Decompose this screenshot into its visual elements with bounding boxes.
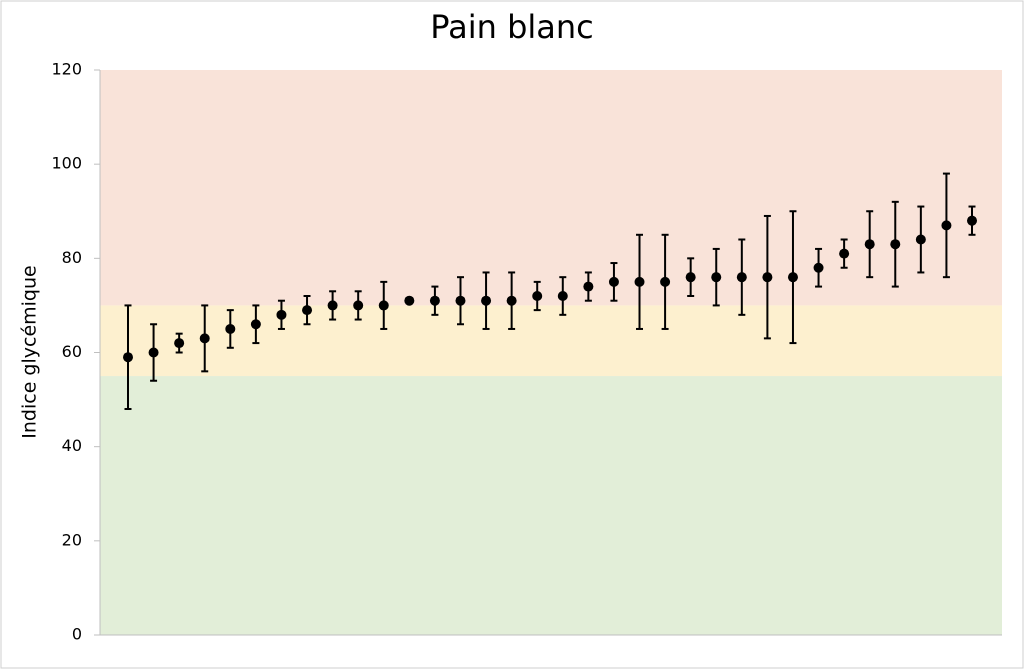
- data-point: [787, 272, 798, 283]
- data-point: [839, 248, 850, 259]
- data-point: [608, 276, 619, 287]
- data-point: [429, 295, 440, 306]
- data-point: [915, 234, 926, 245]
- zone-band: [100, 376, 1002, 635]
- data-point: [148, 347, 159, 358]
- data-point: [864, 239, 875, 250]
- data-point: [327, 300, 338, 311]
- data-point: [660, 276, 671, 287]
- y-tick-label: 60: [62, 342, 82, 361]
- data-point: [583, 281, 594, 292]
- data-point: [378, 300, 389, 311]
- data-point: [455, 295, 466, 306]
- data-point: [532, 291, 543, 301]
- data-point: [557, 291, 568, 301]
- data-point: [481, 295, 492, 306]
- zone-band: [100, 305, 1002, 377]
- data-point: [685, 272, 696, 283]
- y-tick-label: 0: [72, 625, 82, 644]
- data-point: [225, 323, 236, 334]
- y-tick-label: 80: [62, 248, 82, 267]
- data-point: [199, 333, 210, 344]
- chart-title: Pain blanc: [430, 8, 594, 46]
- y-tick-label: 120: [51, 60, 82, 79]
- data-point: [634, 276, 645, 287]
- data-point: [762, 272, 773, 283]
- y-tick-label: 20: [62, 530, 82, 549]
- data-point: [813, 262, 824, 273]
- data-point: [967, 215, 977, 226]
- data-point: [506, 295, 517, 306]
- y-tick-label: 40: [62, 436, 82, 455]
- data-point: [250, 319, 261, 330]
- y-axis-label: Indice glycémique: [19, 265, 41, 438]
- zone-band: [100, 70, 1002, 306]
- data-point: [404, 295, 415, 306]
- data-point: [302, 305, 313, 316]
- data-point: [276, 309, 287, 320]
- data-point: [736, 272, 747, 283]
- data-point: [711, 272, 722, 283]
- data-point: [123, 352, 133, 363]
- data-point: [174, 338, 185, 349]
- y-tick-label: 100: [51, 154, 82, 173]
- data-point: [941, 220, 952, 231]
- data-point: [890, 239, 901, 250]
- data-point: [353, 300, 364, 311]
